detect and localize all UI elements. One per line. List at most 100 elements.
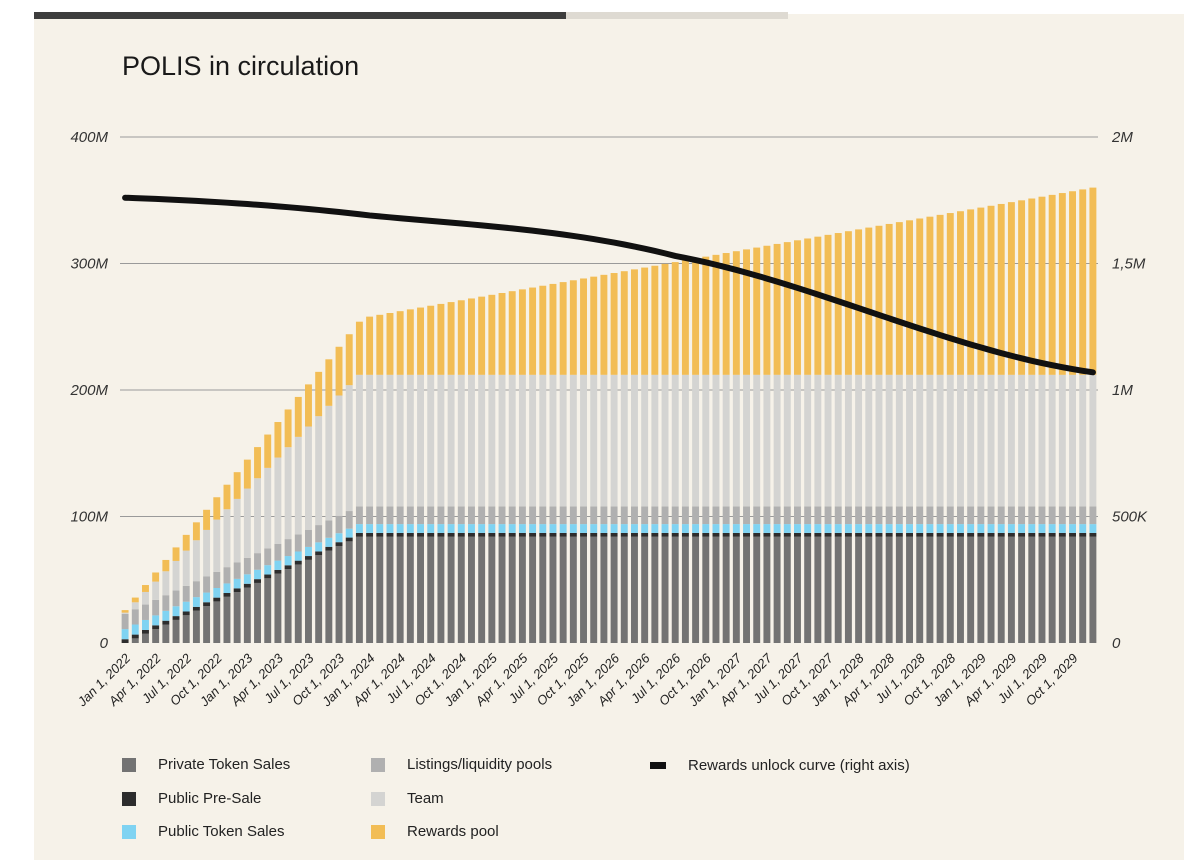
bar-segment [600, 274, 608, 375]
bar-segment [335, 395, 343, 516]
bar-segment [192, 540, 200, 582]
legend-label: Team [407, 790, 444, 807]
bar-segment [814, 374, 822, 507]
bar-segment [142, 585, 149, 592]
bar-stack [376, 314, 384, 643]
bar-segment [559, 532, 567, 537]
bar-segment [906, 532, 913, 537]
bar-segment [661, 263, 669, 375]
bar-segment [518, 532, 526, 537]
bar-segment [977, 524, 985, 533]
bar-segment [1038, 536, 1046, 643]
bar-segment [355, 532, 363, 537]
bar-segment [600, 374, 608, 507]
bar-segment [274, 543, 282, 561]
bar-stack [121, 610, 129, 643]
bar-segment [376, 374, 384, 507]
bar-segment [508, 524, 516, 533]
bar-segment [916, 374, 924, 507]
bar-segment [569, 524, 577, 533]
bar-segment [1069, 524, 1076, 533]
legend-item-public-pre-sale: Public Pre-Sale [122, 790, 261, 807]
bar-segment [264, 434, 272, 468]
bar-segment [702, 536, 710, 643]
bar-segment [946, 374, 954, 507]
bar-segment [804, 238, 812, 375]
bar-segment [590, 506, 598, 525]
bar-segment [631, 269, 638, 375]
bar-segment [783, 506, 791, 525]
bar-segment [814, 524, 822, 533]
bar-segment [213, 519, 221, 572]
bar-segment [488, 374, 496, 507]
right-axis-tick-label: 0 [1112, 635, 1121, 652]
bar-segment [182, 615, 190, 643]
bar-segment [967, 536, 975, 643]
bar-segment [549, 374, 557, 507]
bar-segment [590, 374, 598, 507]
bar-stack [610, 273, 618, 643]
legend-label: Rewards pool [407, 823, 499, 840]
bar-segment [539, 374, 547, 507]
bar-segment [1058, 374, 1066, 507]
bar-segment [936, 532, 944, 537]
bar-segment [814, 236, 822, 375]
bar-segment [131, 609, 139, 625]
bar-segment [417, 536, 424, 643]
bar-segment [834, 506, 842, 525]
bar-stack [243, 459, 251, 643]
bar-segment [600, 506, 608, 525]
chart-title: POLIS in circulation [122, 51, 359, 81]
bar-segment [274, 569, 282, 574]
bar-segment [712, 506, 720, 525]
bar-segment [386, 312, 394, 375]
bar-segment [732, 532, 740, 537]
bar-stack [427, 305, 435, 643]
bar-segment [437, 536, 445, 643]
bar-segment [580, 532, 587, 537]
bar-segment [702, 506, 710, 525]
bar-stack [325, 359, 333, 643]
bar-segment [518, 506, 526, 525]
right-axis-tick-label: 500K [1112, 509, 1148, 526]
bar-segment [906, 506, 913, 525]
bar-segment [773, 524, 781, 533]
bar-segment [468, 536, 475, 643]
bar-segment [855, 374, 863, 507]
bar-segment [142, 591, 149, 605]
bar-segment [417, 307, 424, 375]
bar-segment [610, 532, 618, 537]
bar-stack [773, 243, 781, 643]
bar-segment [681, 374, 689, 507]
bar-segment [335, 542, 343, 546]
bar-segment [1058, 506, 1066, 525]
bar-stack [162, 559, 170, 643]
bar-segment [315, 371, 323, 417]
bar-segment [305, 546, 312, 557]
bar-segment [1048, 194, 1056, 375]
bar-stack [702, 256, 710, 643]
bar-segment [121, 639, 129, 643]
bar-segment [651, 524, 659, 533]
bar-segment [946, 536, 954, 643]
bar-segment [121, 612, 129, 614]
bar-segment [315, 525, 323, 543]
bar-stack [590, 276, 598, 643]
bar-segment [1058, 524, 1066, 533]
bar-stack [1018, 200, 1026, 643]
bar-segment [590, 536, 598, 643]
bar-segment [396, 524, 404, 533]
bar-segment [1069, 536, 1076, 643]
bar-segment [559, 282, 567, 375]
bar-segment [681, 260, 689, 375]
bar-segment [142, 619, 149, 630]
bar-stack [254, 447, 261, 643]
bar-segment [763, 374, 771, 507]
bar-segment [152, 625, 160, 630]
bar-stack [284, 409, 292, 643]
bar-stack [518, 289, 526, 643]
bar-segment [1018, 524, 1026, 533]
bar-segment [794, 532, 801, 537]
bar-segment [824, 374, 832, 507]
